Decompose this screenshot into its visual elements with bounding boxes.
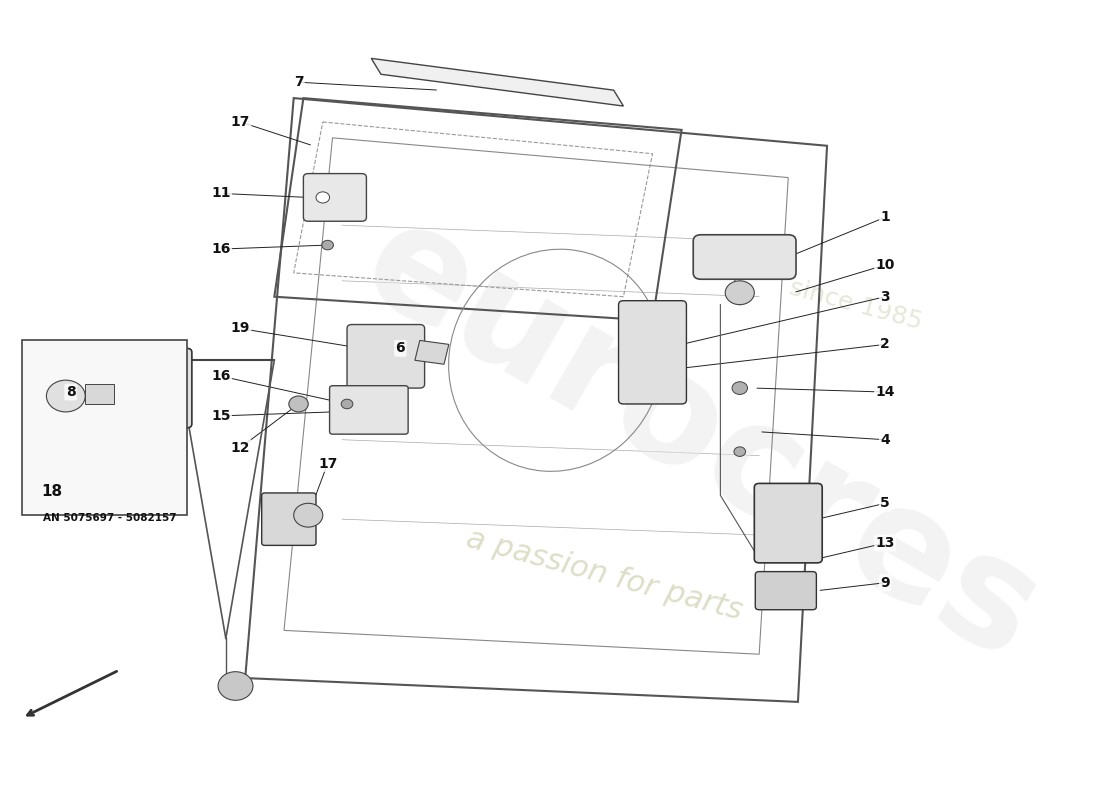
Text: 1: 1 (880, 210, 890, 224)
Circle shape (322, 240, 333, 250)
Circle shape (725, 281, 755, 305)
Text: 16: 16 (211, 369, 231, 383)
Circle shape (316, 192, 330, 203)
Circle shape (732, 382, 748, 394)
Text: since 1985: since 1985 (786, 275, 925, 334)
Text: 17: 17 (231, 115, 250, 129)
Text: a passion for parts: a passion for parts (463, 524, 746, 626)
Text: 15: 15 (211, 409, 231, 423)
Text: 12: 12 (231, 441, 250, 454)
Circle shape (218, 672, 253, 700)
FancyBboxPatch shape (304, 174, 366, 222)
FancyBboxPatch shape (618, 301, 686, 404)
Polygon shape (415, 341, 449, 364)
Text: 17: 17 (318, 457, 338, 470)
FancyBboxPatch shape (262, 493, 316, 546)
Text: 8: 8 (66, 385, 76, 399)
Bar (85, 384, 114, 404)
Circle shape (46, 380, 85, 412)
Circle shape (734, 447, 746, 457)
Text: 13: 13 (876, 536, 895, 550)
Text: 11: 11 (211, 186, 231, 201)
Polygon shape (372, 58, 624, 106)
Text: 4: 4 (880, 433, 890, 446)
Text: 6: 6 (396, 342, 405, 355)
Text: 5: 5 (880, 496, 890, 510)
Circle shape (341, 399, 353, 409)
Circle shape (294, 503, 322, 527)
Text: 3: 3 (880, 290, 890, 304)
Text: 9: 9 (880, 576, 890, 590)
Text: 14: 14 (876, 385, 895, 399)
Text: AN 5075697 - 5082157: AN 5075697 - 5082157 (43, 513, 176, 523)
Circle shape (289, 396, 308, 412)
Bar (22, 341, 187, 515)
FancyBboxPatch shape (756, 571, 816, 610)
FancyBboxPatch shape (330, 386, 408, 434)
Text: 10: 10 (876, 258, 895, 272)
FancyBboxPatch shape (346, 325, 425, 388)
FancyBboxPatch shape (755, 483, 822, 563)
FancyBboxPatch shape (114, 348, 191, 428)
Text: 19: 19 (231, 322, 250, 335)
Text: eurocres: eurocres (338, 187, 1065, 693)
Text: 18: 18 (42, 484, 63, 499)
Text: 16: 16 (211, 242, 231, 256)
FancyBboxPatch shape (693, 234, 796, 279)
Text: 7: 7 (294, 75, 304, 90)
Text: 2: 2 (880, 338, 890, 351)
